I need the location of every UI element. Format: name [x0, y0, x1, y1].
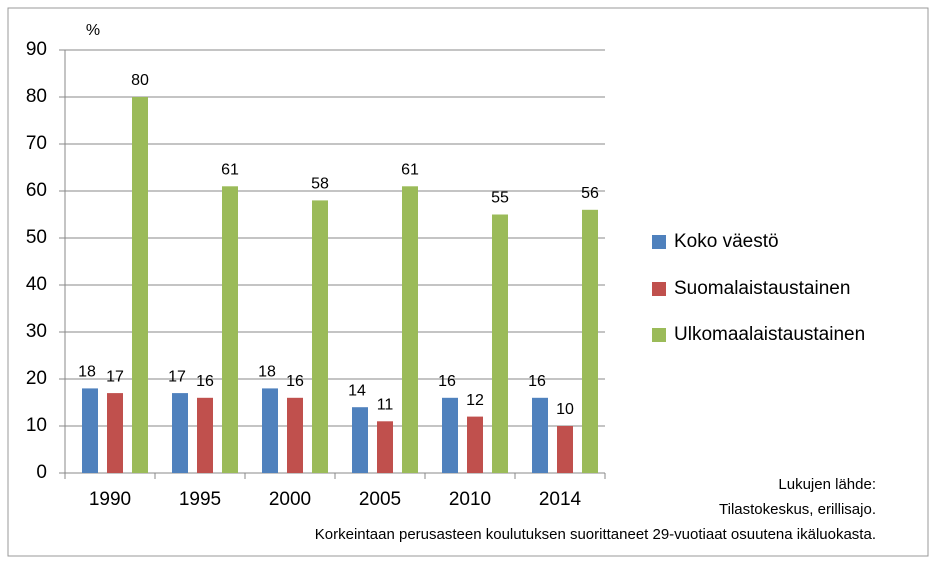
legend-swatch [652, 282, 666, 296]
bar [197, 397, 213, 473]
bar [82, 388, 98, 473]
legend-label: Koko väestö [674, 231, 779, 252]
y-tick-label: 60 [26, 180, 47, 201]
data-label: 11 [377, 397, 394, 414]
bar [582, 209, 598, 474]
data-label: 16 [286, 373, 304, 390]
bar [172, 393, 188, 473]
y-axis-label: % [86, 22, 100, 39]
data-label: 12 [466, 392, 484, 409]
x-tick-label: 1990 [89, 489, 131, 510]
y-tick-label: 80 [26, 86, 47, 107]
y-tick-label: 0 [36, 462, 47, 483]
data-label: 17 [106, 368, 124, 385]
y-tick-label: 70 [26, 133, 47, 154]
data-label: 14 [348, 382, 366, 399]
y-tick-label: 20 [26, 368, 47, 389]
y-tick-label: 40 [26, 274, 47, 295]
y-tick-label: 30 [26, 321, 47, 342]
x-tick-label: 1995 [179, 489, 221, 510]
source-note: Tilastokeskus, erillisajo. [719, 501, 876, 518]
bar [557, 426, 573, 473]
y-tick-label: 50 [26, 227, 47, 248]
chart-frame [7, 7, 929, 557]
data-label: 80 [131, 72, 149, 89]
data-label: 10 [556, 401, 574, 418]
data-label: 18 [258, 364, 276, 381]
x-tick-label: 2014 [539, 489, 582, 510]
bar [107, 393, 123, 473]
x-tick-label: 2000 [269, 489, 311, 510]
source-note: Lukujen lähde: [778, 476, 876, 493]
bar [287, 397, 303, 473]
source-note: Korkeintaan perusasteen koulutuksen suor… [315, 526, 876, 543]
bar [312, 200, 328, 473]
x-tick-label: 2005 [359, 489, 401, 510]
bar [132, 97, 148, 473]
data-label: 16 [528, 373, 546, 390]
legend-label: Ulkomaalaistaustainen [674, 324, 865, 345]
legend-label: Suomalaistaustainen [674, 278, 850, 299]
bar [492, 214, 508, 473]
bar [262, 388, 278, 473]
data-label: 56 [581, 185, 599, 202]
legend-swatch [652, 328, 666, 342]
legend-swatch [652, 235, 666, 249]
data-label: 16 [196, 373, 214, 390]
bar [377, 421, 393, 473]
bar [352, 407, 368, 473]
bar [402, 186, 418, 474]
y-tick-label: 10 [26, 415, 47, 436]
bar [532, 397, 548, 473]
bar [467, 416, 483, 473]
data-label: 18 [78, 364, 96, 381]
data-label: 58 [311, 176, 329, 193]
bar [442, 397, 458, 473]
y-tick-label: 90 [26, 39, 47, 60]
data-label: 55 [491, 190, 509, 207]
bar [222, 186, 238, 474]
x-tick-label: 2010 [449, 489, 491, 510]
data-label: 61 [401, 162, 419, 179]
data-label: 61 [221, 162, 239, 179]
data-label: 16 [438, 373, 456, 390]
data-label: 17 [168, 368, 186, 385]
